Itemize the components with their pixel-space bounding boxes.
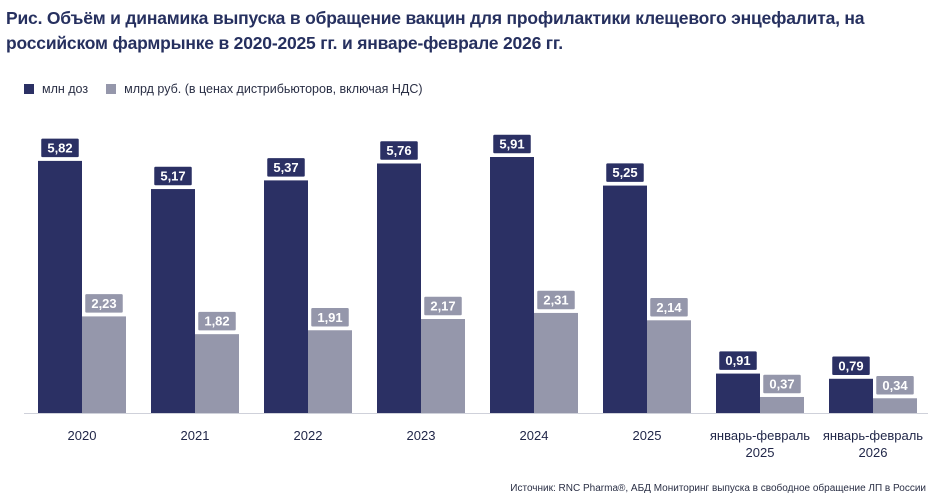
bar-doses-1 xyxy=(151,189,195,413)
data-label-box-doses-6 xyxy=(717,349,759,372)
bar-doses-6 xyxy=(716,373,760,413)
data-label-rubles-0: 2,23 xyxy=(91,296,116,311)
x-tick-label-6-line-1: 2025 xyxy=(746,445,775,460)
bar-doses-0 xyxy=(38,160,82,413)
data-label-doses-1: 5,17 xyxy=(160,169,185,184)
bar-doses-4 xyxy=(490,157,534,413)
legend-item-doses: млн доз xyxy=(24,82,88,96)
source-note: Источник: RNC Pharma®, АБД Мониторинг вы… xyxy=(510,483,926,494)
x-tick-label-3: 2023 xyxy=(407,428,436,443)
data-label-doses-0: 5,82 xyxy=(47,140,72,155)
bar-rubles-2 xyxy=(308,330,352,413)
bar-rubles-1 xyxy=(195,334,239,413)
data-label-rubles-3: 2,17 xyxy=(430,299,455,314)
legend-swatch-doses xyxy=(24,84,34,94)
data-label-doses-3: 5,76 xyxy=(386,143,411,158)
bar-doses-2 xyxy=(264,180,308,413)
data-label-rubles-6: 0,37 xyxy=(769,376,794,391)
x-tick-label-7-line-1: 2026 xyxy=(859,445,888,460)
x-tick-label-4: 2024 xyxy=(520,428,549,443)
data-label-box-rubles-4 xyxy=(535,289,577,311)
chart-title-line-1: Рис. Объём и динамика выпуска в обращени… xyxy=(6,8,865,28)
data-label-box-rubles-1 xyxy=(196,310,238,332)
data-label-box-doses-1 xyxy=(152,165,194,187)
data-label-box-doses-5 xyxy=(604,161,646,184)
bar-rubles-4 xyxy=(534,312,578,413)
bar-doses-7 xyxy=(829,378,873,413)
data-label-rubles-4: 2,31 xyxy=(543,292,568,307)
data-label-box-doses-4 xyxy=(491,133,533,155)
data-label-box-rubles-3 xyxy=(422,295,464,317)
data-label-doses-2: 5,37 xyxy=(273,160,298,175)
legend-label-rubles: млрд руб. (в ценах дистрибьюторов, включ… xyxy=(124,82,423,96)
data-label-box-doses-7 xyxy=(830,355,872,377)
data-label-box-doses-2 xyxy=(265,156,307,179)
bar-rubles-6 xyxy=(760,396,804,413)
data-label-rubles-1: 1,82 xyxy=(204,314,229,329)
data-label-box-doses-3 xyxy=(378,139,420,162)
data-label-box-rubles-5 xyxy=(648,296,690,319)
chart-title-line-2: российском фармрынке в 2020-2025 гг. и я… xyxy=(6,33,563,53)
legend-swatch-rubles xyxy=(106,84,117,94)
x-tick-label-2: 2022 xyxy=(294,428,323,443)
bar-doses-5 xyxy=(603,185,647,413)
bar-rubles-7 xyxy=(873,398,917,413)
bar-rubles-5 xyxy=(647,320,691,413)
data-label-doses-5: 5,25 xyxy=(612,165,637,180)
data-label-rubles-2: 1,91 xyxy=(317,310,342,325)
bar-rubles-3 xyxy=(421,319,465,413)
data-label-doses-7: 0,79 xyxy=(838,358,863,373)
data-label-box-rubles-6 xyxy=(761,373,803,395)
legend: млн доз млрд руб. (в ценах дистрибьюторо… xyxy=(24,82,441,96)
data-label-doses-4: 5,91 xyxy=(499,137,524,152)
x-tick-label-7-line-0: январь-февраль xyxy=(823,428,923,443)
x-tick-label-0: 2020 xyxy=(68,428,97,443)
legend-item-rubles: млрд руб. (в ценах дистрибьюторов, включ… xyxy=(106,82,423,96)
bar-doses-3 xyxy=(377,163,421,413)
x-tick-label-5: 2025 xyxy=(633,428,662,443)
data-label-box-rubles-2 xyxy=(309,306,351,329)
chart-title: Рис. Объём и динамика выпуска в обращени… xyxy=(6,6,936,56)
data-label-box-rubles-7 xyxy=(874,374,916,397)
data-label-rubles-7: 0,34 xyxy=(882,378,908,393)
legend-label-doses: млн доз xyxy=(42,82,89,96)
bar-rubles-0 xyxy=(82,316,126,413)
data-label-doses-6: 0,91 xyxy=(725,353,750,368)
x-tick-label-1: 2021 xyxy=(181,428,210,443)
x-tick-label-6-line-0: январь-февраль xyxy=(710,428,810,443)
data-label-rubles-5: 2,14 xyxy=(656,300,682,315)
data-label-box-rubles-0 xyxy=(83,292,125,315)
data-label-box-doses-0 xyxy=(39,137,81,159)
